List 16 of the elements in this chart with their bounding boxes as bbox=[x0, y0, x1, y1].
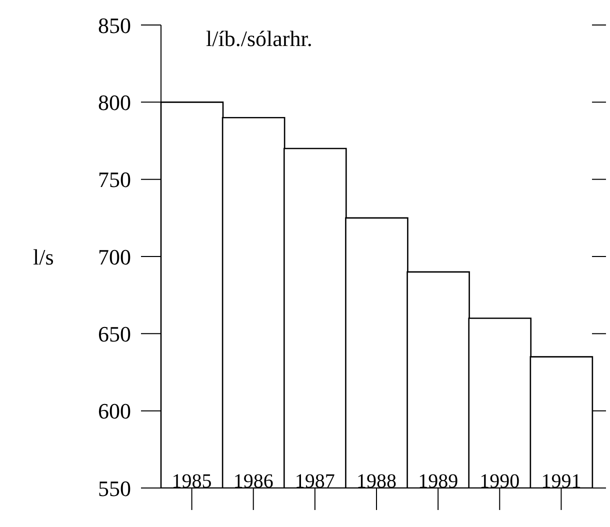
y-tick-label: 700 bbox=[98, 244, 131, 270]
y-tick-label: 750 bbox=[98, 167, 131, 192]
x-tick-label: 1986 bbox=[233, 470, 274, 493]
y-axis-title: l/s bbox=[33, 244, 54, 270]
y-tick-label: 600 bbox=[98, 398, 131, 424]
x-tick-label: 1988 bbox=[356, 470, 396, 493]
y-tick-label: 650 bbox=[98, 321, 131, 346]
x-tick-label: 1989 bbox=[418, 470, 458, 493]
x-tick-label: 1987 bbox=[294, 470, 335, 493]
x-tick-label: 1991 bbox=[541, 470, 582, 493]
chart-title: l/íb./sólarhr. bbox=[206, 26, 312, 52]
x-tick-label: 1990 bbox=[480, 470, 520, 493]
y-tick-label: 800 bbox=[98, 90, 131, 115]
y-tick-label: 850 bbox=[98, 12, 131, 38]
y-tick-label: 550 bbox=[98, 476, 131, 501]
x-tick-label: 1985 bbox=[172, 470, 212, 493]
